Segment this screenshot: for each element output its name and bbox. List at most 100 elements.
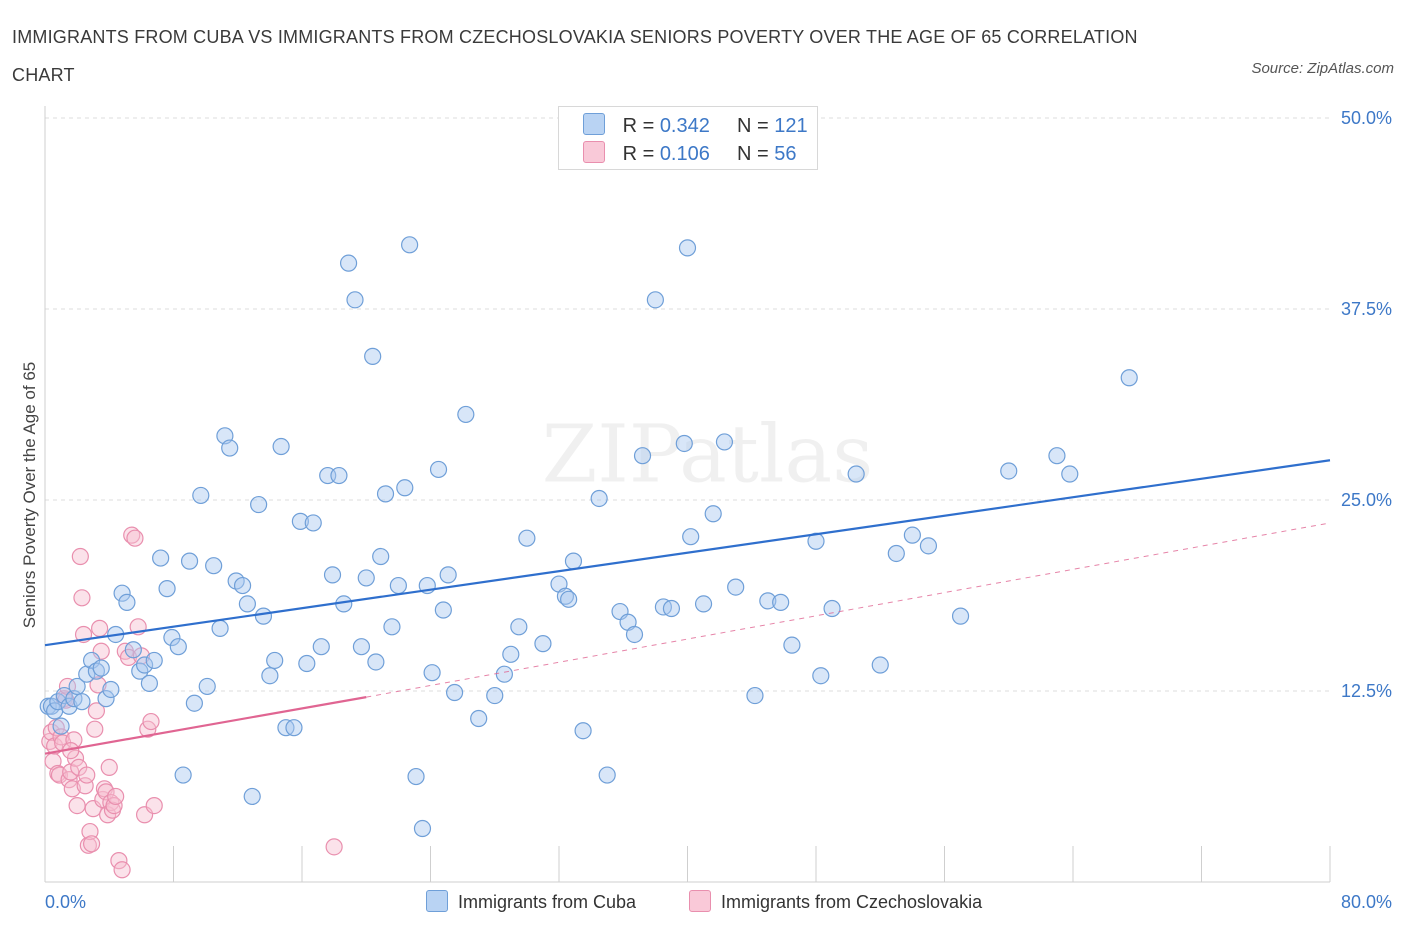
cuba-point [574,722,592,740]
cuba-point [323,566,342,584]
cuba-point [445,683,464,702]
cuba-point [662,599,681,618]
cuba-point [534,635,552,653]
bottom-legend-cuba: Immigrants from Cuba [426,890,636,913]
cuba-point [518,529,536,547]
cuba-point [330,466,348,485]
cuba-point [486,686,504,705]
cuba-point [407,767,425,786]
cuba-point [238,595,256,613]
cuba-point [113,584,131,602]
watermark: ZIPatlas [542,408,874,501]
cuba-point [1120,369,1138,387]
cuba-point [715,433,734,451]
cuba-point [140,674,159,692]
cuba-point [887,544,905,563]
cuba-point [694,595,713,613]
cuba-point [169,638,187,656]
bottom-legend-swatch-cuba [426,890,448,912]
cuba-point [174,766,192,784]
bottom-legend-swatch-czech [689,890,711,912]
cuba-point [97,690,115,708]
czech-point [42,723,61,741]
cuba-point [871,656,889,674]
legend-r-label: R = [622,143,655,165]
bottom-legend-czech: Immigrants from Czechoslovakia [689,890,982,913]
bottom-legend-label-czech: Immigrants from Czechoslovakia [721,892,983,912]
cuba-point [92,659,110,677]
cuba-point [261,667,279,685]
cuba-point [185,694,203,712]
czech-trend-line-extrapolated [366,522,1331,698]
y-tick-label: 50.0% [1341,108,1392,128]
cuba-point [383,618,401,636]
cuba-point [495,665,513,683]
bottom-legend-label-cuba: Immigrants from Cuba [458,892,637,912]
grid-lines [45,117,1330,692]
cuba-point [312,638,330,656]
cuba-point [746,686,764,705]
cuba-point [727,578,745,596]
cuba-point [783,636,801,654]
czech-point [87,702,106,720]
czech-points [41,526,343,879]
cuba-point [434,601,452,619]
cuba-point [291,512,309,530]
cuba-point [367,653,385,671]
cuba-point [221,439,239,457]
czech-point [50,766,69,784]
cuba-point [772,593,790,611]
czech-point [145,796,163,815]
cuba-point [457,405,475,424]
cuba-point [372,547,390,566]
cuba-point [401,236,419,254]
czech-point [68,796,86,815]
cuba-point [812,667,830,685]
legend-swatch-czech [583,141,605,163]
cuba-point [376,485,395,503]
czech-point [113,861,131,879]
legend-row-cuba: R = 0.342 N = 121 [583,113,808,137]
czech-point [78,766,96,784]
cuba-point [633,447,652,465]
cuba-point [124,641,142,659]
cuba-trend-line [44,459,1331,647]
legend-n-value: 121 [774,115,808,137]
cuba-point [346,291,364,309]
cuba-point [357,569,375,587]
czech-trend-line [44,696,367,755]
cuba-point [389,576,407,595]
cuba-point [919,537,938,555]
cuba-point [272,437,290,456]
y-tick-label: 12.5% [1341,681,1392,701]
czech-point [100,758,118,777]
cuba-point [704,505,722,523]
cuba-point [510,618,528,636]
cuba-point [68,677,86,696]
cuba-point [396,479,414,497]
cuba-point [951,607,970,625]
cuba-point [145,651,163,670]
czech-point [110,852,128,870]
cuba-point [118,593,136,611]
cuba-point [73,693,91,711]
cuba-point [102,680,120,699]
x-tick-label: 0.0% [45,892,86,912]
cuba-point [823,599,841,618]
cuba-point [55,686,73,705]
cuba-point [1000,462,1018,480]
chart-title: IMMIGRANTS FROM CUBA VS IMMIGRANTS FROM … [12,27,1138,85]
cuba-point [192,486,210,505]
cuba-point [502,645,520,663]
czech-point [142,712,160,731]
legend-n-value: 56 [774,143,797,165]
source-label: Source: ZipAtlas.com [1251,60,1394,77]
cuba-point [254,607,273,625]
cuba-point [1061,465,1079,483]
cuba-point [298,654,316,673]
cuba-point [163,628,181,647]
czech-point [63,780,81,798]
cuba-point [304,514,322,532]
cuba-point [1048,447,1066,465]
